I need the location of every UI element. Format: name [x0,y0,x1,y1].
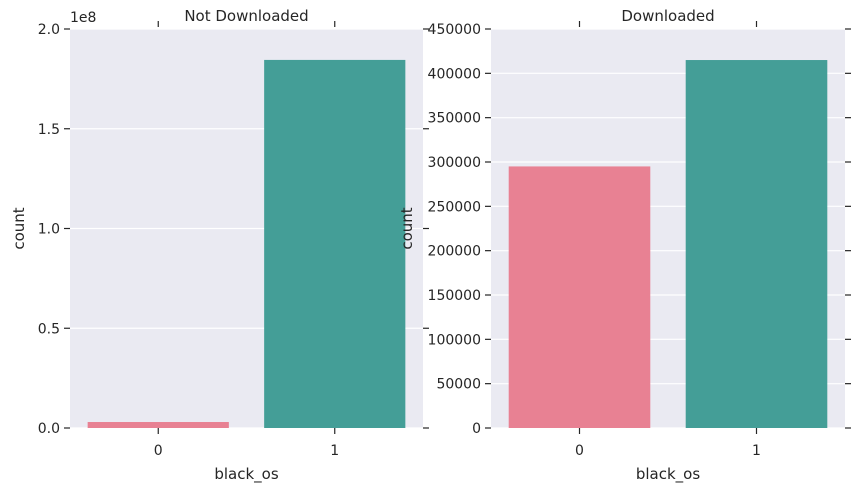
y-axis-label-1: count [398,207,416,249]
offset-text-0: 1e8 [70,10,96,26]
bar-0-0 [87,422,229,428]
ytick-label-1-7: 350000 [428,111,481,127]
xtick-label-1-1: 1 [752,443,761,459]
ytick-label-0-2: 1.0 [38,222,60,238]
ytick-label-1-3: 150000 [428,288,481,304]
ytick-label-1-2: 100000 [428,332,481,348]
xtick-label-0-1: 1 [330,443,339,459]
ytick-label-1-5: 250000 [428,199,481,215]
ytick-label-1-9: 450000 [428,22,481,38]
ytick-label-0-1: 0.5 [38,321,60,337]
chart-title-1: Downloaded [621,7,714,25]
xtick-label-0-0: 0 [154,443,163,459]
y-axis-label-0: count [10,207,28,249]
bar-0-1 [264,59,406,429]
ytick-label-0-0: 0.0 [38,421,60,437]
ytick-label-1-1: 50000 [436,377,481,393]
ytick-label-0-3: 1.5 [38,122,60,138]
ytick-label-0-4: 2.0 [38,22,60,38]
xtick-label-1-0: 0 [575,443,584,459]
bar-1-1 [685,60,828,429]
chart-title-0: Not Downloaded [184,7,308,25]
x-axis-label-1: black_os [636,465,700,484]
ytick-label-1-4: 200000 [428,244,481,260]
ytick-label-1-0: 0 [472,421,481,437]
x-axis-label-0: black_os [214,465,278,484]
bar-1-0 [508,166,651,428]
ytick-label-1-6: 300000 [428,155,481,171]
ytick-label-1-8: 400000 [428,66,481,82]
